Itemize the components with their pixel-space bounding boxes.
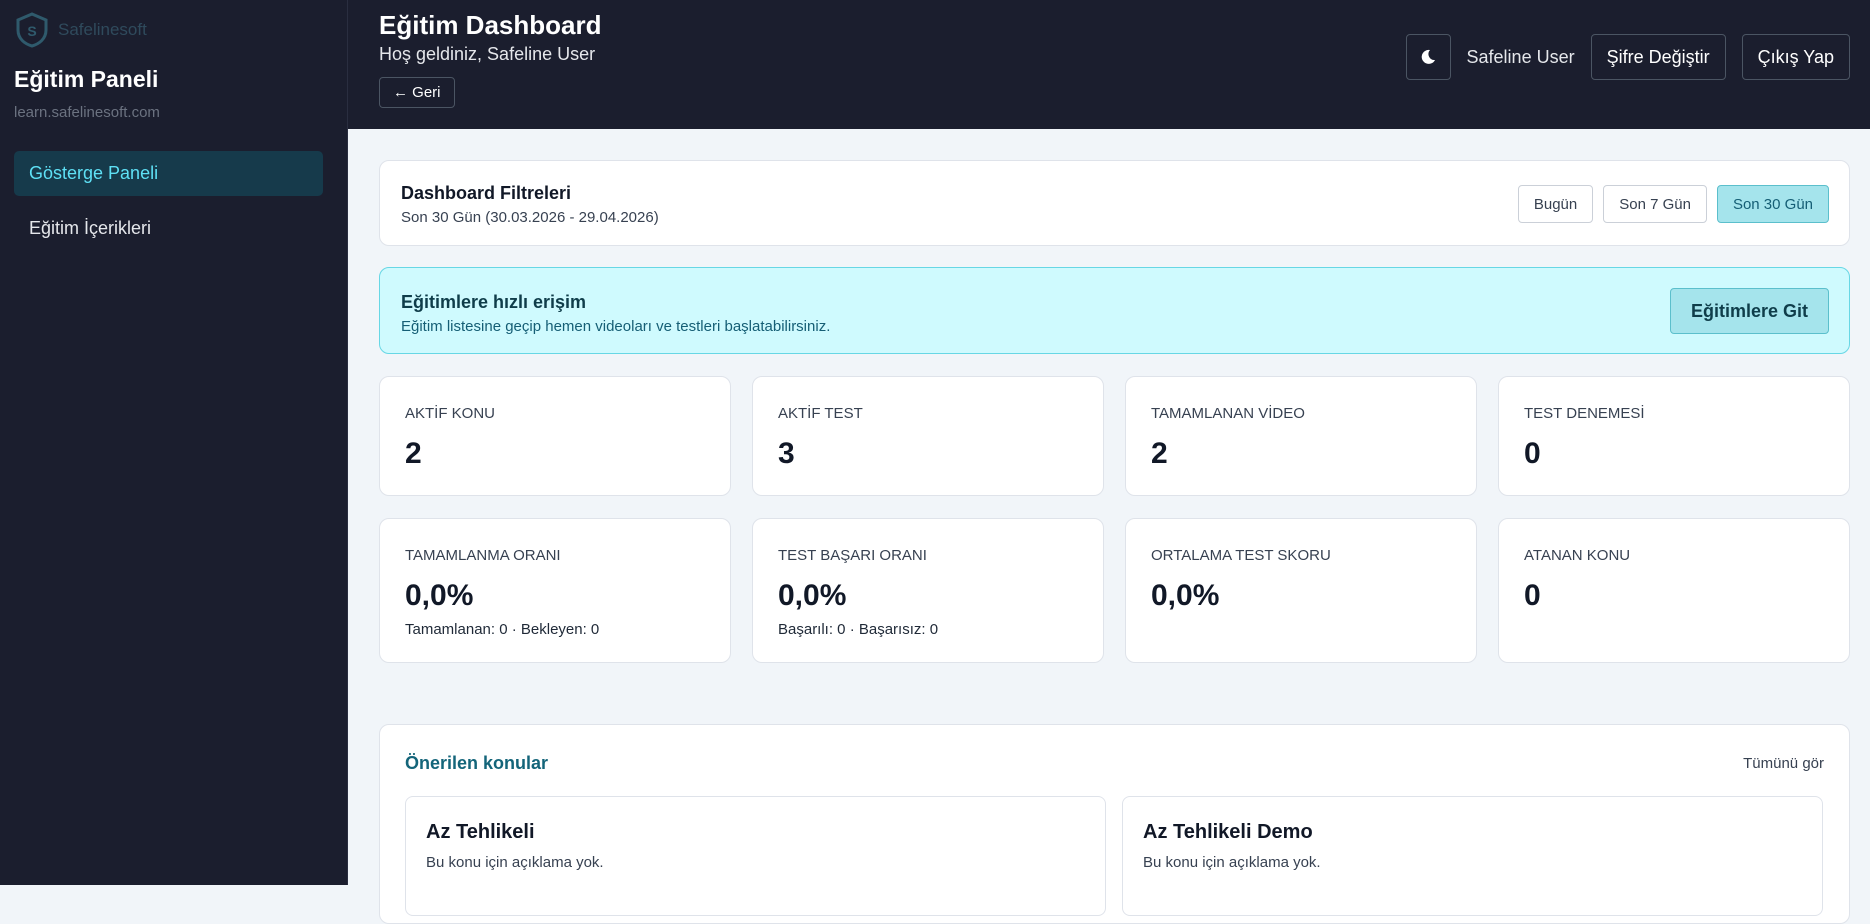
quick-access: Eğitimlere hızlı erişim Eğitim listesine… <box>379 267 1850 354</box>
stat-card: ATANAN KONU 0 <box>1498 518 1850 663</box>
stat-note: Tamamlanan: 0 · Bekleyen: 0 <box>405 621 600 638</box>
filter-buttons: Bugün Son 7 Gün Son 30 Gün <box>1517 185 1829 223</box>
stat-value: 2 <box>405 437 422 470</box>
stat-label: TAMAMLANMA ORANI <box>405 547 561 564</box>
stat-card: TEST BAŞARI ORANI 0,0% Başarılı: 0 · Başar… <box>752 518 1104 663</box>
welcome: Hoş geldiniz, Safeline User <box>379 44 596 64</box>
stat-value: 3 <box>778 437 795 470</box>
stat-card: TAMAMLANMA ORANI 0,0% Tamamlanan: 0 · Bekl… <box>379 518 731 663</box>
stat-label: ORTALAMA TEST SKORU <box>1151 547 1331 564</box>
user-name: Safeline User <box>1466 46 1575 67</box>
page-title: Eğitim Dashboard <box>379 10 602 40</box>
theme-toggle[interactable] <box>1405 34 1451 80</box>
filter-button[interactable]: Son 7 Gün <box>1603 185 1707 223</box>
logo-text: Safelinesoft <box>58 20 147 39</box>
nav: Gösterge Paneli Eğitim İçerikleri <box>14 151 323 261</box>
stat-label: TEST DENEMESİ <box>1524 405 1645 422</box>
stat-value: 2 <box>1151 437 1168 470</box>
header: Eğitim Dashboard Hoş geldiniz, Safeline … <box>348 0 1870 129</box>
quick-title: Eğitimlere hızlı erişim <box>401 292 587 312</box>
filter-button[interactable]: Son 30 Gün <box>1716 185 1829 223</box>
stat-value: 0,0% <box>1151 579 1220 612</box>
quick-text: Eğitim listesine geçip hemen videoları v… <box>401 318 831 335</box>
sidebar-title: Eğitim Paneli <box>14 66 159 92</box>
recommended: Önerilen konular Tümünü gör Az Tehlikeli… <box>379 724 1850 924</box>
stat-card: TAMAMLANAN VİDEO 2 <box>1125 376 1477 496</box>
topic-desc: Bu konu için açıklama yok. <box>1143 854 1321 871</box>
filter-title: Dashboard Filtreleri <box>401 183 572 203</box>
stat-value: 0 <box>1524 437 1541 470</box>
filter-card: Dashboard Filtreleri Son 30 Gün (30.03.2… <box>379 160 1850 246</box>
topic-title: Az Tehlikeli <box>426 821 535 843</box>
topic-title: Az Tehlikeli Demo <box>1143 821 1313 843</box>
stat-card: ORTALAMA TEST SKORU 0,0% <box>1125 518 1477 663</box>
stat-label: TAMAMLANAN VİDEO <box>1151 405 1305 422</box>
logo: S Safelinesoft <box>14 12 147 48</box>
stat-card: AKTİF KONU 2 <box>379 376 731 496</box>
svg-text:S: S <box>27 23 36 39</box>
stat-label: TEST BAŞARI ORANI <box>778 547 927 564</box>
filter-range: Son 30 Gün (30.03.2026 - 29.04.2026) <box>401 209 659 226</box>
header-button[interactable]: Çıkış Yap <box>1741 34 1850 80</box>
header-actions: Safeline User Şifre Değiştir Çıkış Yap <box>1405 34 1850 80</box>
stat-value: 0,0% <box>405 579 474 612</box>
stat-label: ATANAN KONU <box>1524 547 1631 564</box>
logo-icon: S <box>16 12 48 48</box>
recommended-title: Önerilen konular <box>405 753 549 773</box>
filter-button[interactable]: Bugün <box>1517 185 1594 223</box>
nav-item[interactable]: Gösterge Paneli <box>14 151 323 196</box>
stat-card: TEST DENEMESİ 0 <box>1498 376 1850 496</box>
stat-card: AKTİF TEST 3 <box>752 376 1104 496</box>
see-all[interactable]: Tümünü gör <box>1743 755 1824 772</box>
stat-label: AKTİF TEST <box>778 405 863 422</box>
back-button[interactable]: ← Geri <box>379 77 455 108</box>
topic-card[interactable]: Az Tehlikeli Demo Bu konu için açıklama y… <box>1122 796 1823 916</box>
sidebar-subtitle: learn.safelinesoft.com <box>14 104 160 121</box>
header-button[interactable]: Şifre Değiştir <box>1590 34 1726 80</box>
stat-note: Başarılı: 0 · Başarısız: 0 <box>778 621 939 638</box>
nav-item[interactable]: Eğitim İçerikleri <box>29 218 152 238</box>
quick-button[interactable]: Eğitimlere Git <box>1669 288 1829 334</box>
topic-desc: Bu konu için açıklama yok. <box>426 854 604 871</box>
topic-card[interactable]: Az Tehlikeli Bu konu için açıklama yok. <box>405 796 1106 916</box>
stat-label: AKTİF KONU <box>405 405 496 422</box>
stat-value: 0 <box>1524 579 1541 612</box>
sidebar: S Safelinesoft Eğitim Paneli learn.safel… <box>0 0 348 885</box>
stat-value: 0,0% <box>778 579 847 612</box>
